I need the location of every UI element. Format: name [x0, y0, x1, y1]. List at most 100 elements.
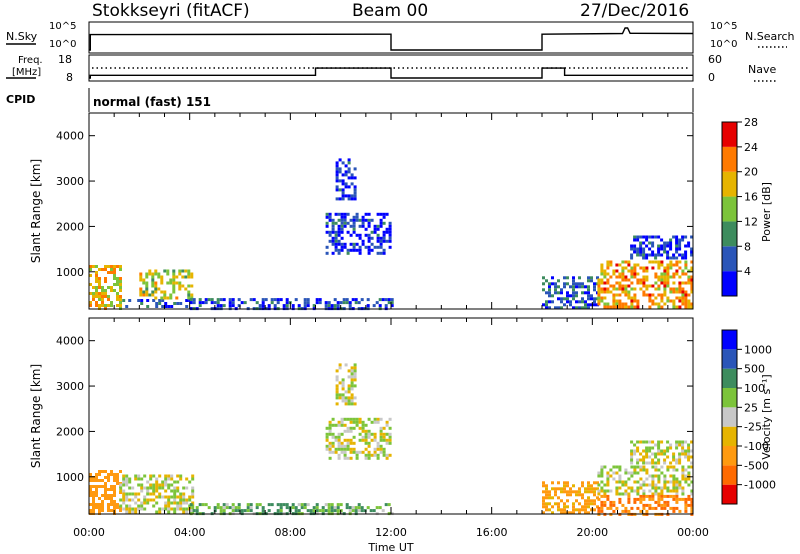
velocity-cell	[645, 452, 649, 456]
power-cell	[678, 275, 682, 279]
power-cell	[657, 305, 661, 309]
velocity-cell	[639, 477, 643, 481]
velocity-cell	[648, 449, 652, 453]
velocity-cell	[325, 432, 329, 436]
power-cell	[379, 236, 383, 240]
power-cell	[669, 287, 673, 291]
velocity-cell	[581, 481, 584, 485]
velocity-cell	[654, 500, 658, 504]
power-cell	[630, 281, 634, 285]
power-cell	[113, 277, 116, 280]
velocity-cell	[152, 492, 156, 496]
power-cell	[563, 282, 566, 286]
velocity-cell	[291, 503, 295, 507]
velocity-cell	[545, 484, 548, 488]
power-cell	[125, 305, 129, 308]
power-cell	[142, 290, 146, 294]
power-cell	[306, 304, 310, 308]
power-cell	[336, 301, 340, 305]
velocity-cell	[352, 435, 356, 439]
power-cell	[110, 265, 113, 268]
power-cell	[681, 235, 685, 239]
velocity-cell	[624, 509, 628, 513]
velocity-cell	[684, 455, 688, 459]
velocity-cell	[618, 474, 622, 478]
power-cell	[663, 287, 667, 291]
velocity-cell	[143, 501, 147, 505]
velocity-cell	[542, 511, 545, 515]
power-cell	[609, 263, 613, 267]
velocity-cell	[660, 497, 664, 501]
velocity-cell	[545, 508, 548, 512]
velocity-cell	[370, 438, 374, 442]
power-cell	[672, 263, 676, 267]
velocity-cell	[630, 452, 634, 456]
power-cell	[155, 305, 159, 308]
power-cell	[337, 212, 341, 216]
time-axis-labels: 00:00 04:00 08:00 12:00 16:00 20:00 00:00	[73, 526, 709, 539]
velocity-cell	[584, 511, 587, 515]
power-cell	[627, 305, 631, 309]
velocity-cell	[161, 486, 165, 490]
power-cell	[381, 298, 385, 302]
power-cell	[581, 291, 584, 295]
velocity-cell	[663, 503, 667, 507]
power-cell	[390, 304, 394, 308]
power-cell	[334, 212, 338, 216]
velocity-cell	[584, 508, 587, 512]
velocity-cell	[379, 429, 383, 433]
velocity-cell	[624, 468, 628, 472]
power-cell	[95, 304, 98, 307]
velocity-cell	[179, 477, 183, 481]
power-cell	[113, 283, 116, 286]
velocity-cell	[687, 458, 691, 462]
velocity-cell	[350, 384, 354, 388]
velocity-cell	[258, 503, 262, 507]
velocity-cell	[690, 509, 694, 513]
velocity-cell	[597, 489, 601, 493]
velocity-cell	[110, 497, 113, 500]
velocity-cell	[651, 497, 655, 501]
velocity-cell	[140, 477, 144, 481]
velocity-cell	[563, 511, 566, 515]
power-cell	[593, 288, 596, 292]
power-cell	[355, 242, 359, 246]
velocity-cell	[606, 480, 610, 484]
velocity-cell	[346, 429, 350, 433]
power-cell	[627, 284, 631, 288]
velocity-cell	[155, 489, 159, 493]
velocity-cell	[369, 509, 373, 513]
power-cell	[178, 272, 182, 276]
velocity-cell	[663, 477, 667, 481]
power-cell	[624, 293, 628, 297]
velocity-cell	[173, 492, 177, 496]
power-cell	[327, 301, 331, 305]
velocity-cell	[341, 393, 345, 397]
velocity-heatmap-data	[89, 363, 694, 516]
velocity-cell	[657, 492, 661, 496]
velocity-cell	[551, 505, 554, 509]
power-cell	[370, 236, 374, 240]
velocity-cell	[612, 465, 616, 469]
power-cell	[645, 284, 649, 288]
velocity-cell	[328, 441, 332, 445]
power-cell	[630, 244, 634, 248]
power-cell	[666, 266, 670, 270]
power-cell	[338, 188, 342, 192]
power-cell	[669, 263, 673, 267]
power-cell	[104, 289, 107, 292]
velocity-cell	[349, 426, 353, 430]
power-cell	[606, 302, 610, 306]
power-cell	[557, 285, 560, 289]
velocity-cell	[666, 465, 670, 469]
cpid-value: normal (fast) 151	[93, 95, 211, 109]
power-cell	[358, 236, 362, 240]
velocity-cell	[569, 493, 572, 497]
velocity-cell	[642, 449, 646, 453]
power-cell	[252, 298, 256, 302]
velocity-cell	[358, 438, 362, 442]
power-cell	[370, 248, 374, 252]
power-cell	[376, 245, 380, 249]
power-cell	[376, 224, 380, 228]
velocity-cell	[237, 506, 241, 510]
